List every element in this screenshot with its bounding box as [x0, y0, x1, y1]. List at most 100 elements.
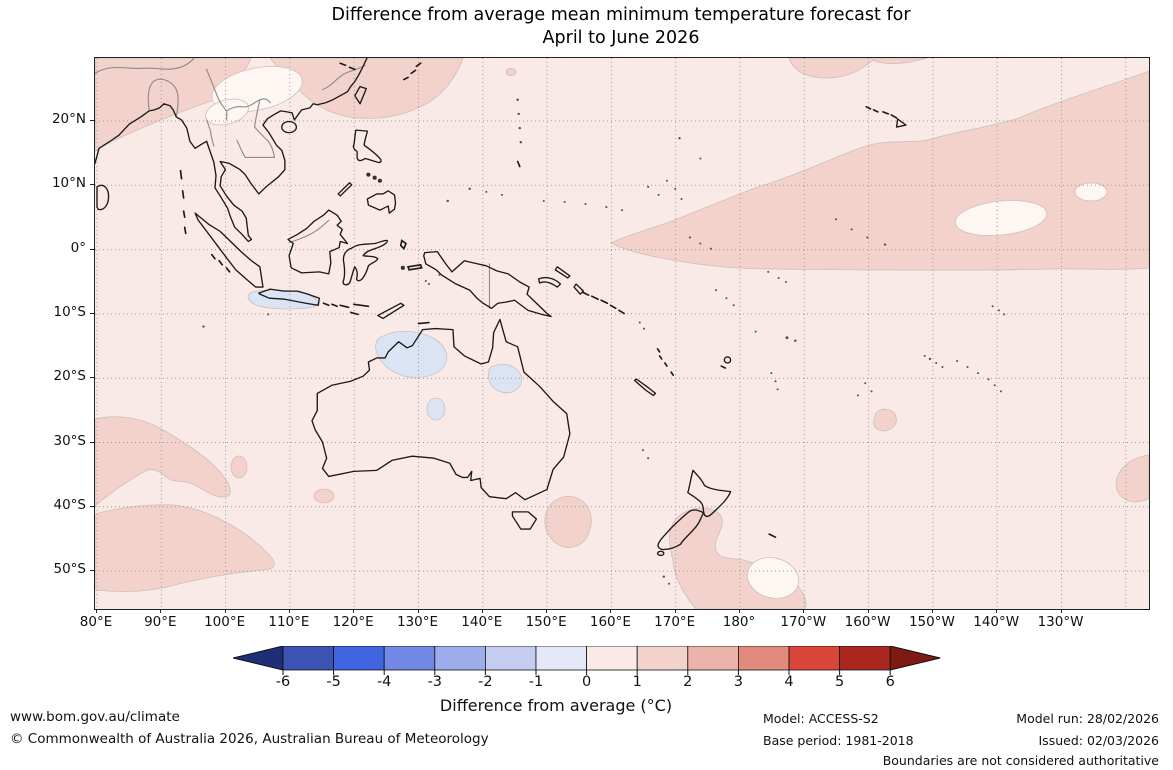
- fill-warm-teardrop: [873, 408, 897, 432]
- colorbar-segment: [737, 645, 790, 671]
- x-tick-label: 170°E: [654, 614, 696, 630]
- border-bangladesh: [147, 78, 179, 117]
- island-visayas-2: [372, 175, 377, 180]
- coast-luzon: [352, 129, 382, 164]
- colorbar-arrow-left: [232, 645, 284, 671]
- x-tick-mark: [353, 609, 355, 613]
- fill-warm-right-edge: [1115, 454, 1149, 503]
- x-tick-mark: [546, 609, 548, 613]
- y-tick-label: 0°: [70, 239, 86, 256]
- colorbar-segment: [484, 645, 537, 671]
- colorbar-segment: [586, 645, 638, 671]
- islands-lesser-sunda: [322, 302, 370, 316]
- fill-warm-northwest-pacific: [788, 58, 928, 79]
- coast-australia: [311, 318, 571, 501]
- fill-nearzero-hole-2: [1074, 182, 1108, 202]
- colorbar-segment: [282, 645, 334, 671]
- fill-cool-northwest-australia: [375, 330, 448, 378]
- x-tick-mark: [417, 609, 419, 613]
- coast-bismarck: [537, 266, 585, 295]
- y-tick-label: 50°S: [53, 561, 87, 578]
- coast-nz-north-island: [687, 469, 732, 518]
- x-tick-mark: [160, 609, 162, 613]
- x-tick-label: 160°W: [844, 614, 891, 630]
- y-tick-mark: [90, 377, 94, 379]
- colorbar-tick-label: -2: [478, 674, 493, 690]
- coast-stewart-island: [656, 550, 665, 557]
- coast-timor: [377, 302, 405, 320]
- x-tick-mark: [674, 609, 676, 613]
- x-tick-mark: [996, 609, 998, 613]
- x-tick-mark: [481, 609, 483, 613]
- border-himalaya: [95, 58, 196, 74]
- y-tick-label: 40°S: [53, 496, 87, 513]
- coast-new-caledonia: [633, 378, 657, 397]
- x-tick-mark: [1060, 609, 1062, 613]
- coast-tasmania: [511, 511, 538, 530]
- remote-island-specks: [202, 98, 1006, 585]
- colorbar-tick-label: -6: [275, 674, 291, 690]
- x-tick-label: 130°W: [1037, 614, 1084, 630]
- y-tick-mark: [90, 570, 94, 572]
- coast-java: [258, 288, 321, 306]
- x-tick-mark: [739, 609, 740, 613]
- coast-hainan: [281, 120, 298, 134]
- islands-vanuatu: [656, 348, 675, 376]
- coast-sri-lanka: [96, 184, 110, 211]
- colorbar-tick-label: 4: [784, 674, 794, 690]
- coast-new-guinea: [423, 250, 552, 318]
- y-tick-mark: [90, 505, 94, 507]
- fill-cool-queensland: [488, 363, 523, 394]
- y-tick-label: 10°S: [53, 303, 87, 320]
- y-tick-mark: [90, 184, 94, 186]
- x-tick-label: 90°E: [144, 614, 177, 630]
- fill-nearzero-hole-1: [954, 200, 1048, 236]
- chart-title-line2: April to June 2026: [542, 28, 700, 48]
- coast-asia-mainland: [95, 58, 368, 243]
- colorbar-segment: [383, 645, 436, 671]
- colorbar-tick-label: -4: [376, 674, 392, 690]
- islands-hawaii-chain: [865, 106, 898, 119]
- colorbar-tick-label: -5: [326, 674, 341, 690]
- anomaly-fill-regions: [95, 58, 1149, 609]
- islands-andaman-nicobar: [179, 169, 187, 235]
- map-canvas: [95, 58, 1149, 609]
- islands-fiji-ring: [723, 356, 732, 364]
- x-tick-label: 180°: [722, 614, 756, 630]
- colorbar-segment: [687, 645, 739, 671]
- land-layer: [95, 58, 1006, 585]
- footer-copyright: © Commonwealth of Australia 2026, Austra…: [10, 731, 489, 747]
- colorbar-tick-label: 2: [683, 674, 693, 690]
- colorbar-tick-label: 5: [834, 674, 845, 690]
- island-visayas-1: [366, 172, 371, 177]
- colorbar-segment: [434, 645, 486, 671]
- coast-mindanao: [366, 190, 397, 214]
- x-tick-mark: [931, 609, 933, 613]
- fill-warm-small-2: [313, 488, 335, 504]
- x-tick-mark: [224, 609, 226, 613]
- border-china-river: [321, 64, 366, 91]
- colorbar-segment: [333, 645, 385, 671]
- border-borneo: [288, 219, 330, 244]
- y-tick-mark: [90, 248, 94, 250]
- colorbar-svg: [232, 645, 941, 675]
- x-tick-label: 120°E: [332, 614, 374, 630]
- chart-title: Difference from average mean minimum tem…: [94, 4, 1148, 50]
- islands-melville-guam: [417, 160, 521, 325]
- footer-url: www.bom.gov.au/climate: [10, 709, 180, 725]
- chart-title-line1: Difference from average mean minimum tem…: [331, 5, 911, 25]
- x-tick-mark: [288, 609, 290, 613]
- colorbar-arrow-right: [889, 645, 941, 671]
- x-tick-label: 110°E: [268, 614, 310, 630]
- fill-warm-indian-ocean-2: [95, 504, 275, 592]
- islands-fiji-dash: [720, 365, 727, 369]
- coast-taiwan: [354, 85, 367, 105]
- islands-moluccas: [399, 239, 423, 271]
- footer-model-run: Model run: 28/02/2026: [1016, 711, 1159, 726]
- coast-hawaii-big-island: [895, 118, 907, 128]
- colorbar-label: Difference from average (°C): [439, 696, 673, 715]
- small-islands: [179, 62, 898, 538]
- coast-nz-south-island: [657, 509, 705, 551]
- islands-chatham: [768, 533, 777, 538]
